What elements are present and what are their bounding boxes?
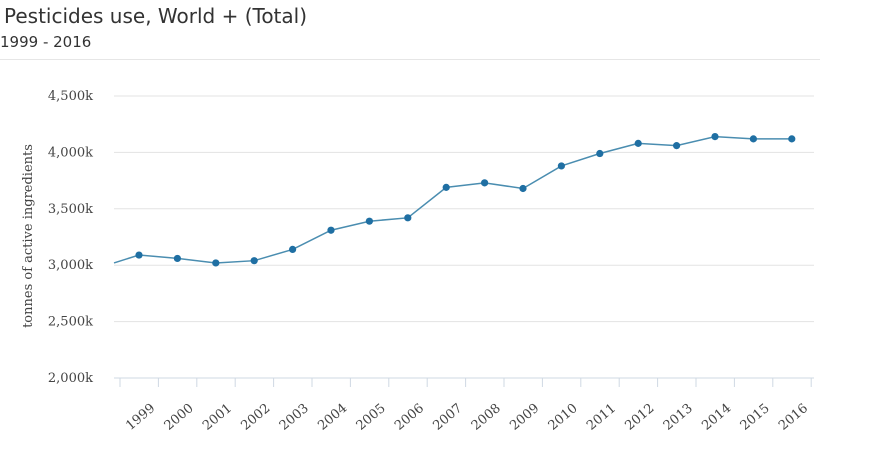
x-tick-label: 2007: [430, 401, 465, 434]
x-tick-label: 2008: [469, 401, 504, 434]
y-tick-label: 2,000k: [48, 371, 93, 386]
data-point: [711, 133, 719, 141]
data-point: [557, 162, 566, 170]
y-tick-label: 3,000k: [48, 258, 93, 273]
x-tick-label: 1999: [123, 401, 158, 434]
y-tick-label: 2,500k: [48, 315, 93, 330]
data-point: [596, 149, 604, 158]
x-tick-label: 2001: [200, 401, 235, 434]
data-point: [519, 184, 527, 193]
x-tick-label: 2002: [238, 401, 273, 434]
data-point: [365, 217, 373, 225]
series-line: [113, 135, 792, 264]
y-tick-label: 3,500k: [48, 202, 93, 217]
x-tick-label: 2016: [776, 401, 811, 434]
x-tick-label: 2000: [162, 401, 197, 434]
x-tick-label: 2005: [354, 401, 389, 434]
x-tick-label: 2011: [584, 401, 619, 434]
series: [113, 133, 796, 267]
x-tick-label: 2013: [661, 401, 696, 434]
x-tick-label: 2010: [546, 401, 581, 434]
x-tick-label: 2003: [277, 401, 312, 434]
data-point: [250, 257, 258, 265]
grid-lines: [114, 95, 814, 323]
data-point: [673, 142, 681, 150]
x-tick-label: 2015: [738, 401, 773, 434]
chart-subtitle: 1999 - 2016: [0, 33, 92, 51]
y-axis-label: tonnes of active ingredients: [21, 144, 36, 328]
data-point: [173, 254, 181, 263]
y-tick-label: 4,000k: [48, 145, 93, 160]
y-axis-ticks: 2,000k 2,500k 3,000k 3,500k 4,000k 4,500k: [48, 89, 93, 386]
data-point: [749, 135, 758, 143]
chart-title: Pesticides use, World + (Total): [4, 4, 308, 28]
data-point: [327, 226, 335, 234]
data-point: [135, 251, 143, 259]
x-axis: 1999 2000 2001 2002 2003 2004 2005 2006 2007 2008…: [114, 377, 814, 434]
header-divider: [0, 59, 820, 60]
y-tick-label: 4,500k: [48, 89, 93, 104]
x-tick-label: 2006: [392, 401, 427, 434]
data-point: [634, 139, 642, 147]
x-tick-label: 2009: [507, 401, 542, 434]
data-point: [442, 183, 450, 191]
data-point: [481, 179, 489, 187]
x-tick-label: 2012: [622, 401, 657, 434]
x-tick-label: 2014: [699, 401, 734, 434]
data-point: [404, 214, 412, 222]
x-tick-label: 2004: [315, 401, 350, 434]
data-point: [289, 245, 297, 254]
data-point: [212, 259, 220, 267]
data-point: [788, 135, 796, 143]
